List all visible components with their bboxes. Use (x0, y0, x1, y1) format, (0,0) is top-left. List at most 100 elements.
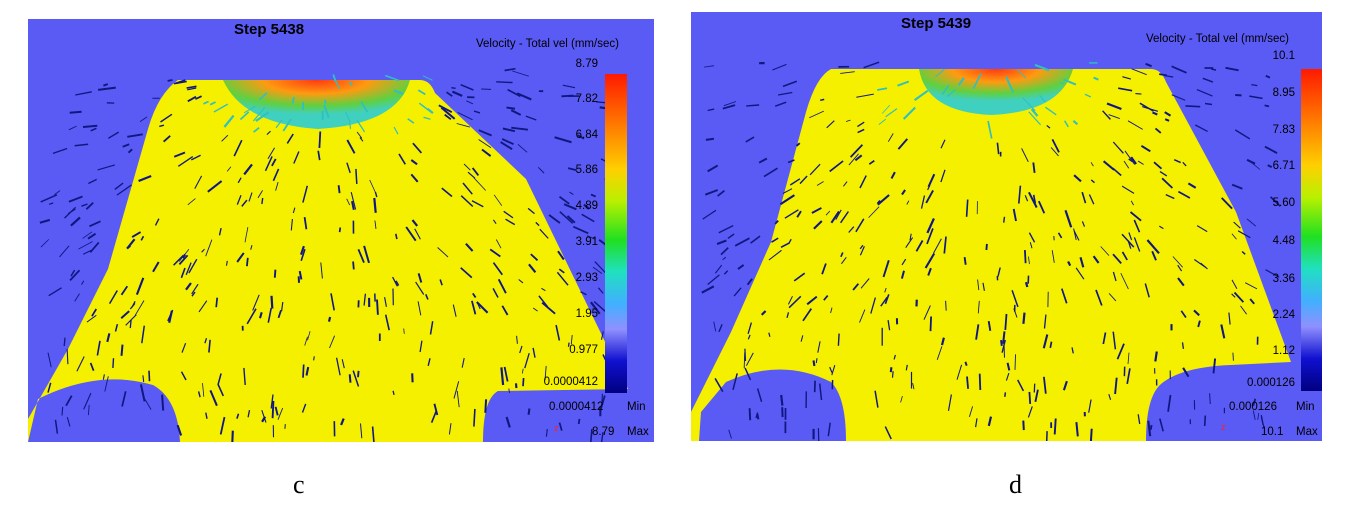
velocity-vectors (39, 67, 623, 442)
velocity-vector (811, 207, 822, 214)
hot-zone (919, 69, 1073, 115)
velocity-vector (1102, 160, 1115, 171)
velocity-vector (453, 381, 460, 399)
velocity-vector (129, 319, 132, 329)
velocity-vector (829, 366, 833, 373)
tick-label: 0.977 (569, 344, 598, 356)
velocity-vector (720, 247, 729, 256)
velocity-vector (412, 142, 423, 154)
velocity-vector (392, 390, 395, 396)
velocity-vector (264, 156, 273, 172)
velocity-vector (784, 209, 799, 219)
velocity-vector (774, 219, 779, 225)
velocity-vector (935, 68, 945, 78)
velocity-vector (856, 93, 874, 98)
velocity-vector (940, 337, 945, 346)
velocity-vector (135, 277, 145, 295)
velocity-vector (590, 301, 601, 315)
color-scale-bar (605, 74, 627, 393)
velocity-vector (1181, 342, 1185, 349)
velocity-vector (275, 181, 279, 191)
velocity-vector (600, 432, 604, 442)
velocity-vector (1204, 102, 1213, 106)
velocity-vector (417, 273, 423, 283)
velocity-vector (218, 227, 222, 236)
velocity-vector (1159, 73, 1168, 77)
velocity-vector (107, 131, 120, 139)
velocity-vector (1233, 291, 1245, 303)
velocity-vector (559, 211, 574, 224)
velocity-vector (815, 358, 818, 364)
velocity-vector (884, 287, 887, 293)
velocity-vector (1049, 341, 1053, 349)
velocity-vector (1130, 156, 1137, 165)
velocity-vector (1072, 120, 1079, 126)
velocity-vector (191, 291, 196, 297)
velocity-vector (194, 175, 203, 189)
velocity-vector (1005, 76, 1015, 93)
velocity-vector (900, 270, 905, 279)
velocity-vector (277, 310, 282, 319)
velocity-vector (1252, 410, 1256, 420)
velocity-vector (1100, 246, 1110, 256)
velocity-vector (1233, 221, 1241, 229)
velocity-vector (237, 177, 242, 184)
velocity-vector (511, 126, 529, 131)
tick-label: 0.000126 (1247, 377, 1295, 389)
velocity-vector (909, 233, 912, 241)
velocity-vector (1187, 182, 1197, 189)
velocity-vector (718, 224, 734, 234)
velocity-vector (1022, 420, 1025, 431)
velocity-vector (716, 239, 727, 245)
velocity-vector (830, 210, 840, 224)
velocity-vector (327, 316, 332, 322)
velocity-vector (577, 134, 585, 140)
legend-title: Velocity - Total vel (mm/sec) (1146, 33, 1289, 45)
velocity-vector (1037, 200, 1046, 214)
velocity-vector (225, 260, 228, 266)
velocity-vector (827, 422, 831, 437)
velocity-vector (556, 271, 569, 286)
velocity-vector (779, 194, 795, 206)
velocity-vector (504, 67, 516, 72)
velocity-vector (97, 86, 116, 91)
legend-title: Velocity - Total vel (mm/sec) (476, 38, 619, 50)
velocity-vector (40, 239, 50, 248)
velocity-vector (1153, 161, 1163, 170)
velocity-vector (831, 365, 836, 376)
velocity-vector (425, 294, 429, 300)
velocity-vector (207, 180, 223, 193)
velocity-vector (205, 239, 213, 257)
velocity-vector (320, 262, 323, 279)
velocity-vector (567, 342, 570, 347)
velocity-vector (471, 200, 484, 208)
velocity-vector (1059, 81, 1065, 85)
velocity-vector (303, 216, 308, 230)
velocity-vector (885, 108, 898, 118)
velocity-vector (76, 356, 85, 372)
velocity-vector (1241, 250, 1246, 255)
velocity-vector (1024, 281, 1029, 288)
velocity-vector (802, 308, 813, 322)
velocity-vector (258, 312, 263, 319)
velocity-vector (1265, 74, 1271, 79)
velocity-vector (140, 235, 145, 241)
velocity-vector (86, 314, 97, 323)
tick-label: 5.86 (575, 164, 598, 176)
velocity-vector (1202, 77, 1214, 83)
velocity-vector (505, 416, 511, 428)
velocity-vector (66, 348, 69, 365)
velocity-vector (261, 197, 264, 205)
velocity-vector (816, 181, 824, 186)
velocity-vector (923, 305, 931, 320)
velocity-vector (1018, 185, 1022, 204)
velocity-vector (887, 320, 891, 331)
velocity-vector (187, 95, 197, 103)
velocity-vector (120, 310, 130, 320)
velocity-vector (307, 331, 311, 341)
velocity-vector (1034, 389, 1039, 402)
velocity-vector (423, 116, 431, 120)
velocity-vector (266, 130, 271, 135)
velocity-vector (809, 110, 824, 119)
velocity-vector (1128, 232, 1133, 241)
